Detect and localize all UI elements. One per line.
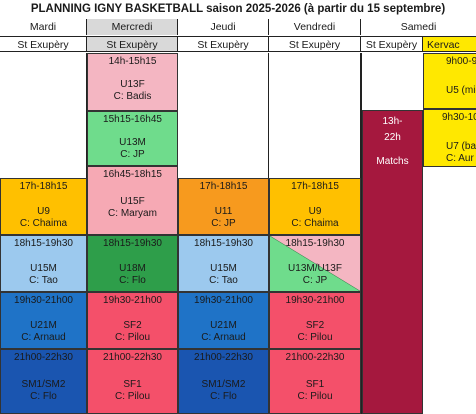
session-mer-u18m[interactable]: 18h15-19h30 U18M C: Flo [87, 235, 178, 292]
session-jeu-u21m[interactable]: 19h30-21h00 U21M C: Arnaud [178, 292, 269, 349]
day-header-mardi: Mardi [0, 19, 87, 35]
session-ven-u13m-u13f[interactable]: 18h15-19h30 U13M/U13F C: JP [269, 235, 361, 292]
session-ven-sf1[interactable]: 21h00-22h30 SF1 C: Pilou [269, 349, 361, 414]
page-title: PLANNING IGNY BASKETBALL saison 2025-202… [30, 3, 446, 15]
session-mer-u13m[interactable]: 15h15-16h45 U13M C: JP [87, 111, 178, 166]
session-mar-u9[interactable]: 17h-18h15 U9 C: Chaima [0, 178, 87, 235]
session-mar-u15m[interactable]: 18h15-19h30 U15M C: Tao [0, 235, 87, 292]
session-ven-u9[interactable]: 17h-18h15 U9 C: Chaima [269, 178, 361, 235]
session-mer-u15f[interactable]: 16h45-18h15 U15F C: Maryam [87, 166, 178, 235]
session-jeu-sm1-sm2[interactable]: 21h00-22h30 SM1/SM2 C: Flo [178, 349, 269, 414]
session-ker-u7[interactable]: 9h30-10 U7 (ba C: Aur [423, 109, 476, 167]
session-ker-u5[interactable]: 9h00-9 U5 (mic [423, 53, 476, 109]
session-jeu-u11[interactable]: 17h-18h15 U11 C: JP [178, 178, 269, 235]
venue-header-kervac: Kervac [423, 36, 476, 52]
session-mer-u13f[interactable]: 14h-15h15 U13F C: Badis [87, 53, 178, 111]
session-mar-sm1-sm2[interactable]: 21h00-22h30 SM1/SM2 C: Flo [0, 349, 87, 414]
venue-header-jeudi: St Exupèry [178, 36, 269, 52]
venue-header-vendredi: St Exupèry [269, 36, 361, 52]
day-header-vendredi: Vendredi [269, 19, 361, 35]
session-jeu-u15m[interactable]: 18h15-19h30 U15M C: Tao [178, 235, 269, 292]
day-header-mercredi: Mercredi [87, 19, 178, 35]
day-header-jeudi: Jeudi [178, 19, 269, 35]
venue-header-mercredi: St Exupèry [87, 36, 178, 52]
session-mar-u21m[interactable]: 19h30-21h00 U21M C: Arnaud [0, 292, 87, 349]
session-ven-sf2[interactable]: 19h30-21h00 SF2 C: Pilou [269, 292, 361, 349]
venue-header-samedi: St Exupèry [361, 36, 423, 52]
session-mer-sf2[interactable]: 19h30-21h00 SF2 C: Pilou [87, 292, 178, 349]
venue-header-mardi: St Exupèry [0, 36, 87, 52]
session-sam-matchs[interactable]: 13h- 22h Matchs [362, 110, 423, 414]
session-mer-sf1[interactable]: 21h00-22h30 SF1 C: Pilou [87, 349, 178, 414]
day-header-samedi: Samedi [400, 21, 437, 33]
